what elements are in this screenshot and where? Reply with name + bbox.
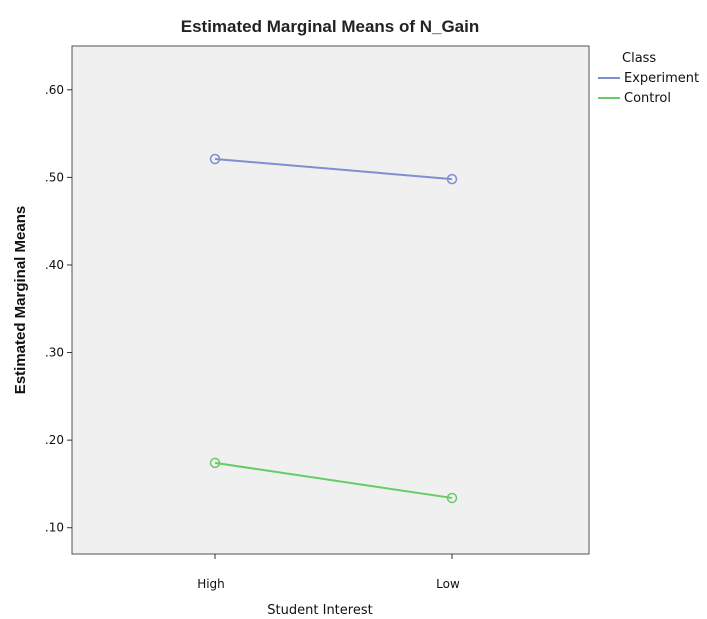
chart-title: Estimated Marginal Means of N_Gain [181, 17, 480, 36]
x-tick-label: High [197, 577, 225, 591]
x-axis-label: Student Interest [267, 603, 372, 618]
legend-entry-control: Control [624, 91, 671, 106]
legend-title: Class [622, 51, 656, 66]
y-tick-label: .50 [45, 170, 64, 184]
series-layer [209, 153, 458, 504]
y-tick-label: .10 [45, 521, 64, 535]
data-point-experiment-high [209, 153, 221, 165]
legend-entry-experiment: Experiment [624, 71, 699, 86]
data-point-control-low [446, 492, 458, 504]
legend: Class Experiment Control [598, 51, 699, 106]
plot-area [71, 45, 590, 555]
y-tick-label: .60 [45, 83, 64, 97]
x-axis: High Low [197, 554, 460, 591]
series-line-control [214, 461, 453, 499]
series-line-experiment [214, 157, 453, 181]
data-point-experiment-low [446, 173, 458, 185]
x-tick-label: Low [436, 577, 460, 591]
y-axis: .10 .20 .30 .40 .50 .60 [45, 83, 72, 535]
y-tick-label: .30 [45, 346, 64, 360]
y-tick-label: .40 [45, 258, 64, 272]
y-tick-label: .20 [45, 433, 64, 447]
data-point-control-high [209, 457, 221, 469]
y-axis-label: Estimated Marginal Means [12, 206, 29, 394]
